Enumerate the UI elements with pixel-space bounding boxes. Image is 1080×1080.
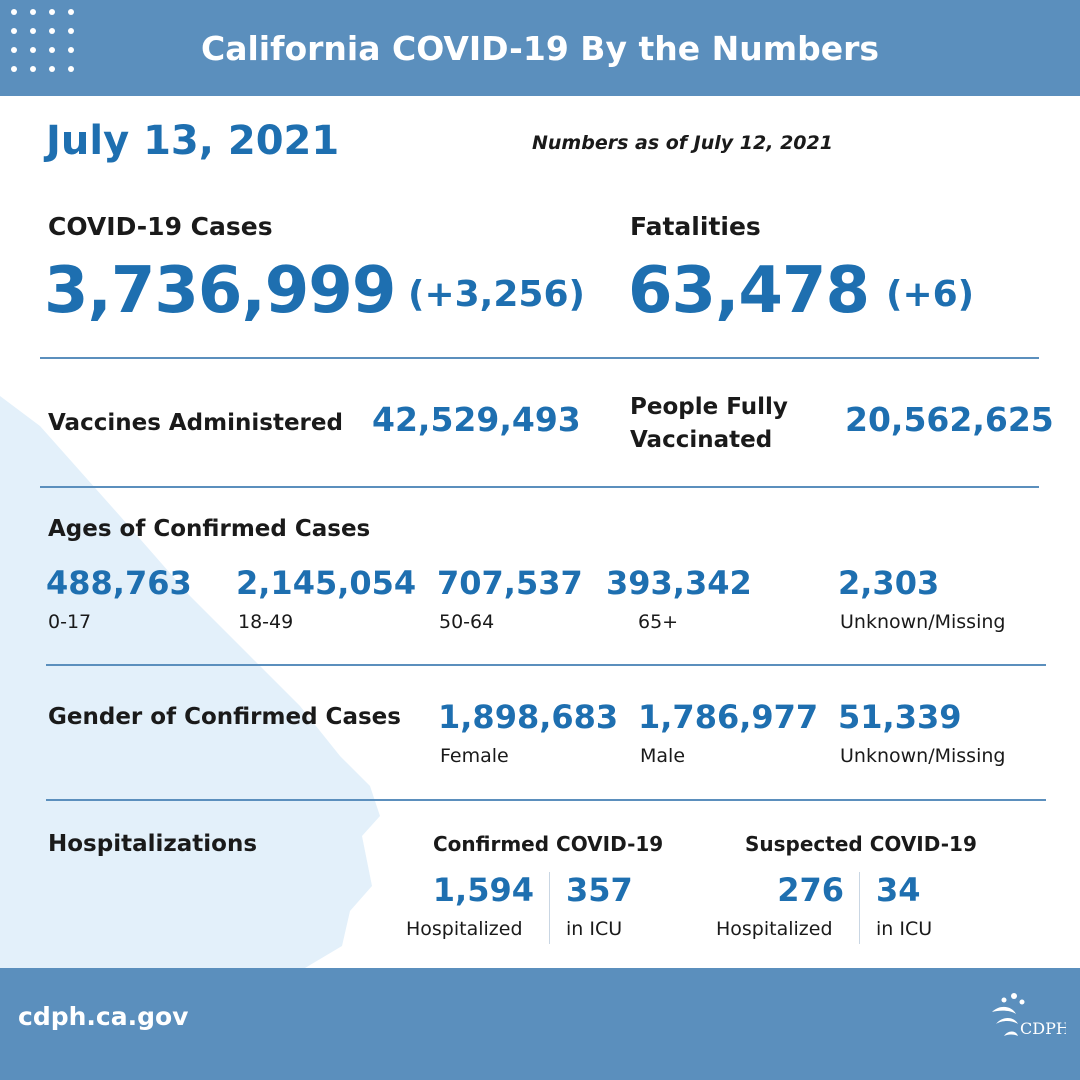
- confirmed-icu-value: 357: [566, 871, 633, 909]
- age-group-label: 50-64: [439, 611, 495, 633]
- footer-url-link[interactable]: cdph.ca.gov: [18, 1002, 189, 1031]
- separator: [549, 872, 550, 944]
- gender-group-label: Male: [640, 745, 686, 767]
- fully-vaccinated-label-line1: People Fully: [630, 394, 788, 420]
- age-group-value: 393,342: [606, 564, 752, 602]
- confirmed-icu-label: in ICU: [566, 918, 623, 940]
- age-group-value: 707,537: [437, 564, 583, 602]
- cdph-logo-icon: CDPH: [992, 993, 1066, 1038]
- cases-change: (+3,256): [408, 274, 585, 315]
- gender-group-value: 1,786,977: [638, 698, 819, 736]
- numbers-as-of: Numbers as of July 12, 2021: [532, 132, 833, 154]
- divider: [46, 799, 1046, 801]
- fatalities-label: Fatalities: [630, 212, 761, 241]
- separator: [859, 872, 860, 944]
- divider: [40, 486, 1039, 488]
- age-group-value: 488,763: [46, 564, 192, 602]
- suspected-covid-title: Suspected COVID-19: [745, 832, 977, 856]
- suspected-hospitalized-label: Hospitalized: [716, 918, 833, 940]
- suspected-icu-value: 34: [876, 871, 921, 909]
- age-group-label: 65+: [638, 611, 679, 633]
- page-title: California COVID-19 By the Numbers: [201, 29, 879, 68]
- divider: [46, 664, 1046, 666]
- age-group-label: Unknown/Missing: [840, 611, 1006, 633]
- cases-value: 3,736,999: [44, 254, 396, 328]
- fatalities-change: (+6): [886, 274, 975, 315]
- gender-title: Gender of Confirmed Cases: [48, 704, 401, 730]
- header-bar: [0, 0, 1080, 96]
- california-map-background: [0, 396, 380, 968]
- gender-group-value: 1,898,683: [438, 698, 619, 736]
- confirmed-covid-title: Confirmed COVID-19: [433, 832, 664, 856]
- fatalities-value: 63,478: [628, 254, 870, 328]
- confirmed-hospitalized-label: Hospitalized: [406, 918, 523, 940]
- cases-label: COVID-19 Cases: [48, 212, 273, 241]
- gender-group-value: 51,339: [838, 698, 962, 736]
- gender-group-label: Unknown/Missing: [840, 745, 1006, 767]
- vaccines-value: 42,529,493: [372, 400, 581, 439]
- fully-vaccinated-value: 20,562,625: [845, 400, 1054, 439]
- divider: [40, 357, 1039, 359]
- dots-pattern-icon: [11, 9, 74, 72]
- gender-group-label: Female: [440, 745, 509, 767]
- age-group-value: 2,145,054: [236, 564, 417, 602]
- footer-bar: [0, 968, 1080, 1080]
- suspected-hospitalized-value: 276: [777, 871, 844, 909]
- svg-text:CDPH: CDPH: [1020, 1019, 1066, 1038]
- confirmed-hospitalized-value: 1,594: [432, 871, 534, 909]
- age-group-label: 0-17: [48, 611, 92, 633]
- fully-vaccinated-label-line2: Vaccinated: [630, 427, 773, 453]
- age-group-value: 2,303: [838, 564, 940, 602]
- suspected-icu-label: in ICU: [876, 918, 933, 940]
- hospitalizations-title: Hospitalizations: [48, 831, 258, 857]
- ages-title: Ages of Confirmed Cases: [48, 516, 371, 542]
- report-date: July 13, 2021: [46, 118, 340, 164]
- vaccines-label: Vaccines Administered: [48, 410, 343, 436]
- age-group-label: 18-49: [238, 611, 294, 633]
